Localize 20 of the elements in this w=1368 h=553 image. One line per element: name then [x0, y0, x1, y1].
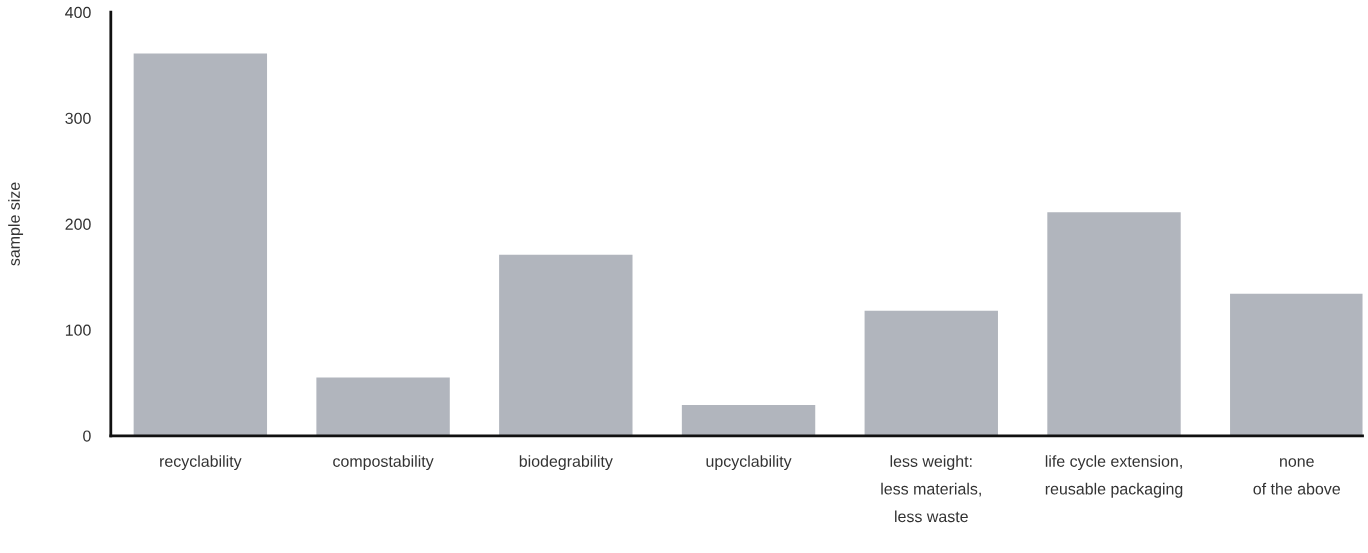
y-tick-label: 0: [83, 430, 91, 442]
x-tick-label: upcyclability: [706, 455, 792, 471]
bar: [316, 377, 450, 436]
y-tick-label: 100: [65, 324, 91, 336]
bar: [681, 405, 816, 436]
bar: [864, 310, 998, 436]
bar: [1230, 293, 1363, 436]
y-tick-label: 300: [65, 112, 91, 125]
bar: [133, 53, 268, 436]
x-tick-label: less weight: less materials, less waste: [881, 455, 981, 523]
y-tick-label: 200: [65, 218, 91, 230]
bar: [499, 254, 633, 436]
x-tick-label: recyclability: [160, 455, 242, 471]
y-tick-label: 400: [65, 6, 91, 19]
y-axis-title: sample size: [8, 182, 24, 266]
x-tick-label: compostability: [333, 455, 434, 471]
x-tick-label: none of the above: [1253, 458, 1340, 495]
x-tick-label: life cycle extension, reusable packaging: [1045, 455, 1183, 498]
x-tick-label: biodegrability: [519, 455, 613, 471]
bar: [1047, 212, 1181, 436]
